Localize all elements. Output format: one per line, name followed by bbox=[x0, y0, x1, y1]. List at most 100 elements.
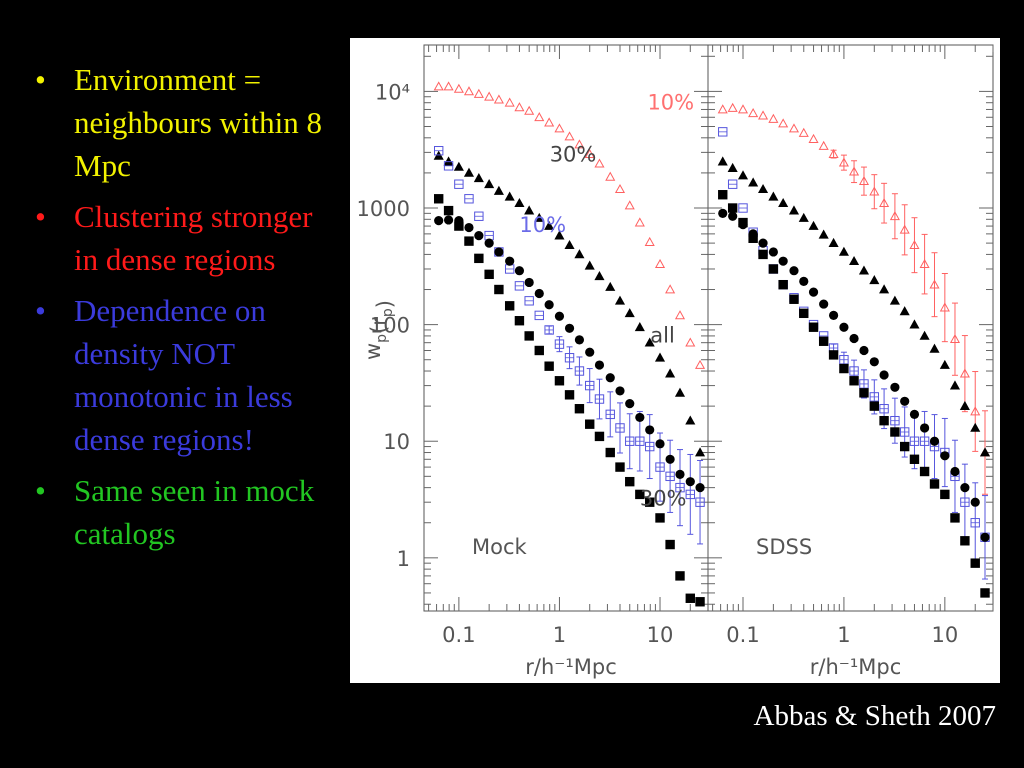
data-point bbox=[463, 167, 475, 177]
chart-annotation: 10% bbox=[647, 90, 694, 114]
x-tick-label: 0.1 bbox=[442, 623, 475, 647]
data-point bbox=[748, 177, 759, 187]
chart-panel-sdss: 0.1 1 10 r/h⁻¹Mpc SDSS bbox=[707, 44, 994, 679]
data-point bbox=[484, 178, 495, 189]
data-point bbox=[473, 88, 484, 98]
data-point bbox=[879, 370, 889, 380]
chart-annotation: all bbox=[650, 324, 675, 348]
data-point bbox=[443, 205, 454, 216]
data-point bbox=[534, 345, 544, 356]
data-point bbox=[909, 239, 920, 250]
data-point bbox=[685, 477, 695, 487]
data-point bbox=[879, 197, 890, 208]
data-point bbox=[624, 308, 635, 318]
data-point bbox=[585, 347, 595, 357]
data-point bbox=[605, 281, 616, 291]
data-point bbox=[594, 158, 605, 168]
data-point bbox=[433, 81, 444, 91]
data-point bbox=[644, 337, 655, 347]
series-circle-filled bbox=[718, 208, 990, 542]
data-point bbox=[959, 368, 970, 378]
data-point bbox=[778, 118, 789, 128]
series-square-open bbox=[718, 127, 990, 580]
data-point bbox=[757, 183, 769, 194]
data-point bbox=[899, 306, 910, 316]
data-point bbox=[789, 294, 799, 304]
data-point bbox=[505, 256, 515, 266]
x-tick-label: 10 bbox=[647, 623, 674, 647]
data-point bbox=[484, 238, 494, 248]
x-tick-label: 1 bbox=[553, 623, 566, 647]
data-point bbox=[474, 253, 484, 264]
data-point bbox=[574, 404, 585, 414]
data-point bbox=[889, 211, 900, 221]
data-point bbox=[655, 513, 665, 523]
data-point bbox=[718, 208, 728, 218]
data-point bbox=[685, 593, 695, 603]
data-point bbox=[849, 255, 860, 266]
x-axis-label: r/h⁻¹Mpc bbox=[810, 655, 902, 679]
chart-panel-mock: 0.1 1 10 1 10 100 1000 10⁴ r/h⁻¹Mpc wp(rp) Mock 10%… bbox=[357, 44, 709, 679]
data-point bbox=[789, 266, 799, 276]
data-point bbox=[534, 212, 545, 222]
data-point bbox=[675, 469, 685, 479]
data-point bbox=[828, 350, 839, 360]
series-triangle-open bbox=[433, 81, 706, 369]
data-point bbox=[644, 236, 655, 246]
data-point bbox=[665, 454, 675, 464]
data-point bbox=[674, 387, 686, 397]
data-point bbox=[890, 382, 900, 392]
data-point bbox=[808, 133, 819, 143]
data-point bbox=[504, 301, 515, 311]
data-point bbox=[434, 215, 444, 226]
data-point bbox=[433, 150, 444, 160]
data-point bbox=[504, 97, 515, 107]
data-point bbox=[484, 91, 495, 101]
data-point bbox=[584, 148, 595, 158]
data-point bbox=[758, 238, 768, 248]
data-point bbox=[737, 170, 749, 180]
data-point bbox=[970, 422, 981, 432]
data-point bbox=[453, 83, 464, 93]
credit-text: Abbas & Sheth 2007 bbox=[753, 700, 996, 732]
data-point bbox=[919, 258, 930, 269]
data-point bbox=[524, 205, 535, 215]
data-point bbox=[778, 256, 788, 266]
data-point bbox=[970, 497, 980, 507]
data-point bbox=[615, 462, 625, 472]
bullet-item: • Clustering stronger in dense regions bbox=[30, 195, 330, 281]
data-point bbox=[694, 359, 706, 369]
y-tick-label: 10 bbox=[383, 430, 410, 454]
panel-label: SDSS bbox=[756, 535, 812, 559]
bullet-item: • Dependence on density NOT monotonic in … bbox=[30, 289, 330, 461]
data-point bbox=[929, 479, 940, 489]
data-point bbox=[574, 335, 585, 345]
data-point bbox=[564, 323, 575, 333]
bullet-dot: • bbox=[35, 473, 46, 508]
bullet-text: Clustering stronger in dense regions bbox=[74, 199, 313, 277]
data-point bbox=[758, 249, 768, 260]
data-point bbox=[594, 431, 605, 442]
data-point bbox=[818, 140, 829, 150]
data-point bbox=[940, 489, 950, 500]
data-point bbox=[818, 229, 829, 239]
data-point bbox=[574, 249, 585, 259]
data-point bbox=[524, 277, 534, 288]
data-point bbox=[960, 483, 970, 493]
data-point bbox=[574, 139, 585, 149]
data-point bbox=[909, 454, 920, 464]
data-point bbox=[493, 94, 504, 104]
bullet-text: Same seen in mock catalogs bbox=[74, 473, 315, 551]
data-point bbox=[919, 423, 930, 433]
data-point bbox=[443, 81, 454, 91]
data-point bbox=[818, 336, 829, 346]
data-point bbox=[849, 166, 860, 176]
data-point bbox=[727, 102, 738, 112]
bullet-dot: • bbox=[35, 293, 46, 328]
data-point bbox=[645, 497, 655, 507]
data-point bbox=[768, 264, 779, 274]
bullet-item: • Same seen in mock catalogs bbox=[30, 469, 330, 555]
data-point bbox=[674, 310, 686, 320]
series-triangle-filled bbox=[433, 150, 706, 457]
data-point bbox=[685, 415, 696, 425]
